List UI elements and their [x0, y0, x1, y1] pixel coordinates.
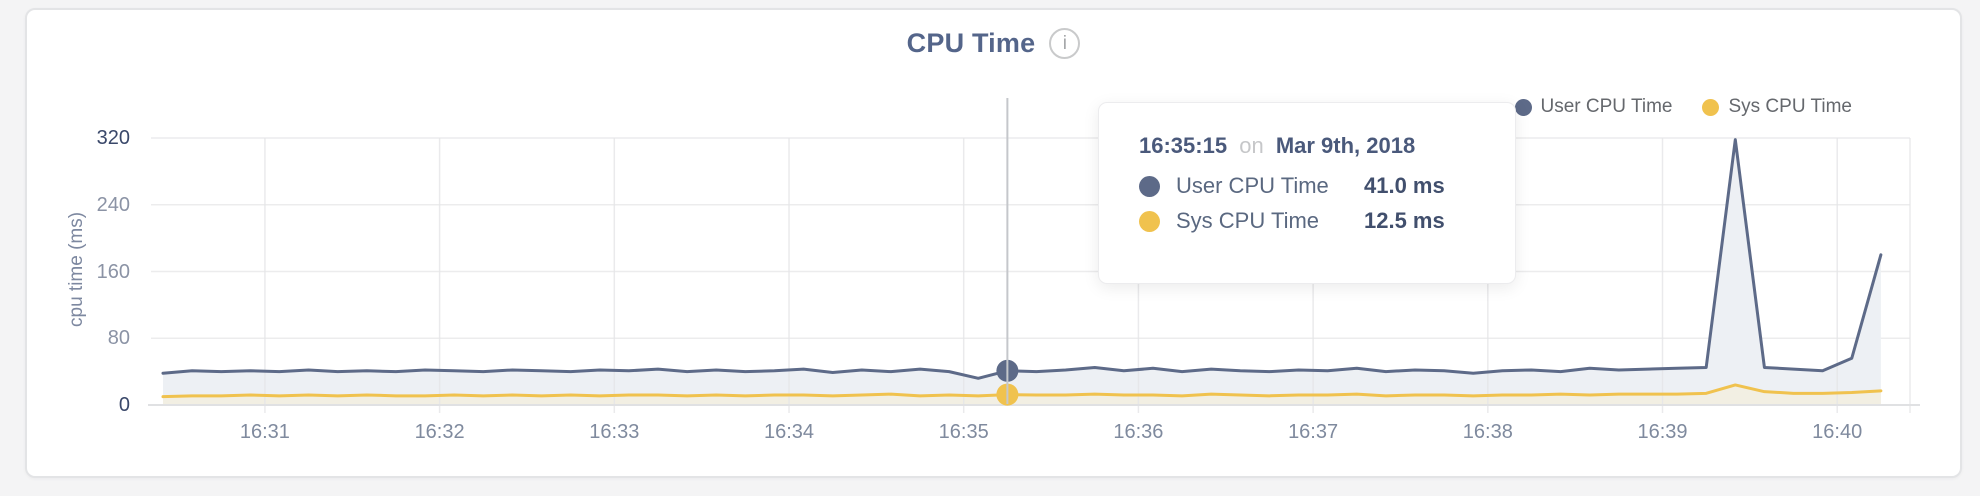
tooltip-dot-user	[1139, 175, 1160, 197]
info-icon[interactable]: i	[1049, 28, 1081, 59]
tooltip-dot-sys	[1139, 210, 1160, 232]
x-tick-label: 16:34	[763, 421, 815, 443]
x-tick-label: 16:37	[1288, 421, 1339, 443]
tooltip-row-user: User CPU Time 41.0 ms	[1139, 173, 1515, 199]
y-tick-label: 240	[96, 193, 130, 216]
tooltip-row-sys: Sys CPU Time 12.5 ms	[1139, 208, 1515, 234]
tooltip-date: Mar 9th, 2018	[1275, 133, 1416, 158]
x-tick-label: 16:38	[1462, 421, 1513, 443]
y-tick-label: 0	[118, 394, 130, 416]
tooltip-timestamp: 16:35:15 on Mar 9th, 2018	[1139, 133, 1515, 159]
tooltip-value-sys: 12.5 ms	[1364, 208, 1445, 233]
legend-label-user: User CPU Time	[1540, 96, 1673, 117]
tooltip-time: 16:35:15	[1139, 133, 1228, 158]
x-tick-label: 16:31	[239, 421, 290, 443]
y-tick-label: 320	[96, 127, 130, 149]
y-tick-label: 80	[107, 327, 130, 350]
tooltip-conjunction: on	[1239, 133, 1264, 158]
x-tick-label: 16:39	[1637, 421, 1688, 443]
chart-title: CPU Time	[906, 28, 1036, 58]
chart-header: CPU Time i	[25, 28, 1962, 59]
x-tick-label: 16:33	[589, 421, 640, 443]
legend-dot-sys	[1702, 98, 1720, 116]
tooltip-label-user: User CPU Time	[1176, 173, 1329, 198]
x-tick-label: 16:32	[414, 421, 465, 443]
chart-tooltip: 16:35:15 on Mar 9th, 2018 User CPU Time …	[1098, 102, 1516, 284]
x-tick-label: 16:40	[1812, 421, 1863, 443]
tooltip-label-sys: Sys CPU Time	[1176, 208, 1320, 233]
legend-label-sys: Sys CPU Time	[1728, 96, 1852, 117]
legend: User CPU Time Sys CPU Time	[1514, 96, 1852, 118]
x-tick-label: 16:36	[1113, 421, 1164, 443]
x-tick-label: 16:35	[938, 421, 989, 443]
tooltip-value-user: 41.0 ms	[1364, 173, 1445, 198]
legend-item-user[interactable]: User CPU Time	[1514, 96, 1673, 118]
legend-dot-user	[1514, 98, 1532, 116]
legend-item-sys[interactable]: Sys CPU Time	[1702, 96, 1852, 118]
y-tick-label: 160	[96, 260, 130, 283]
